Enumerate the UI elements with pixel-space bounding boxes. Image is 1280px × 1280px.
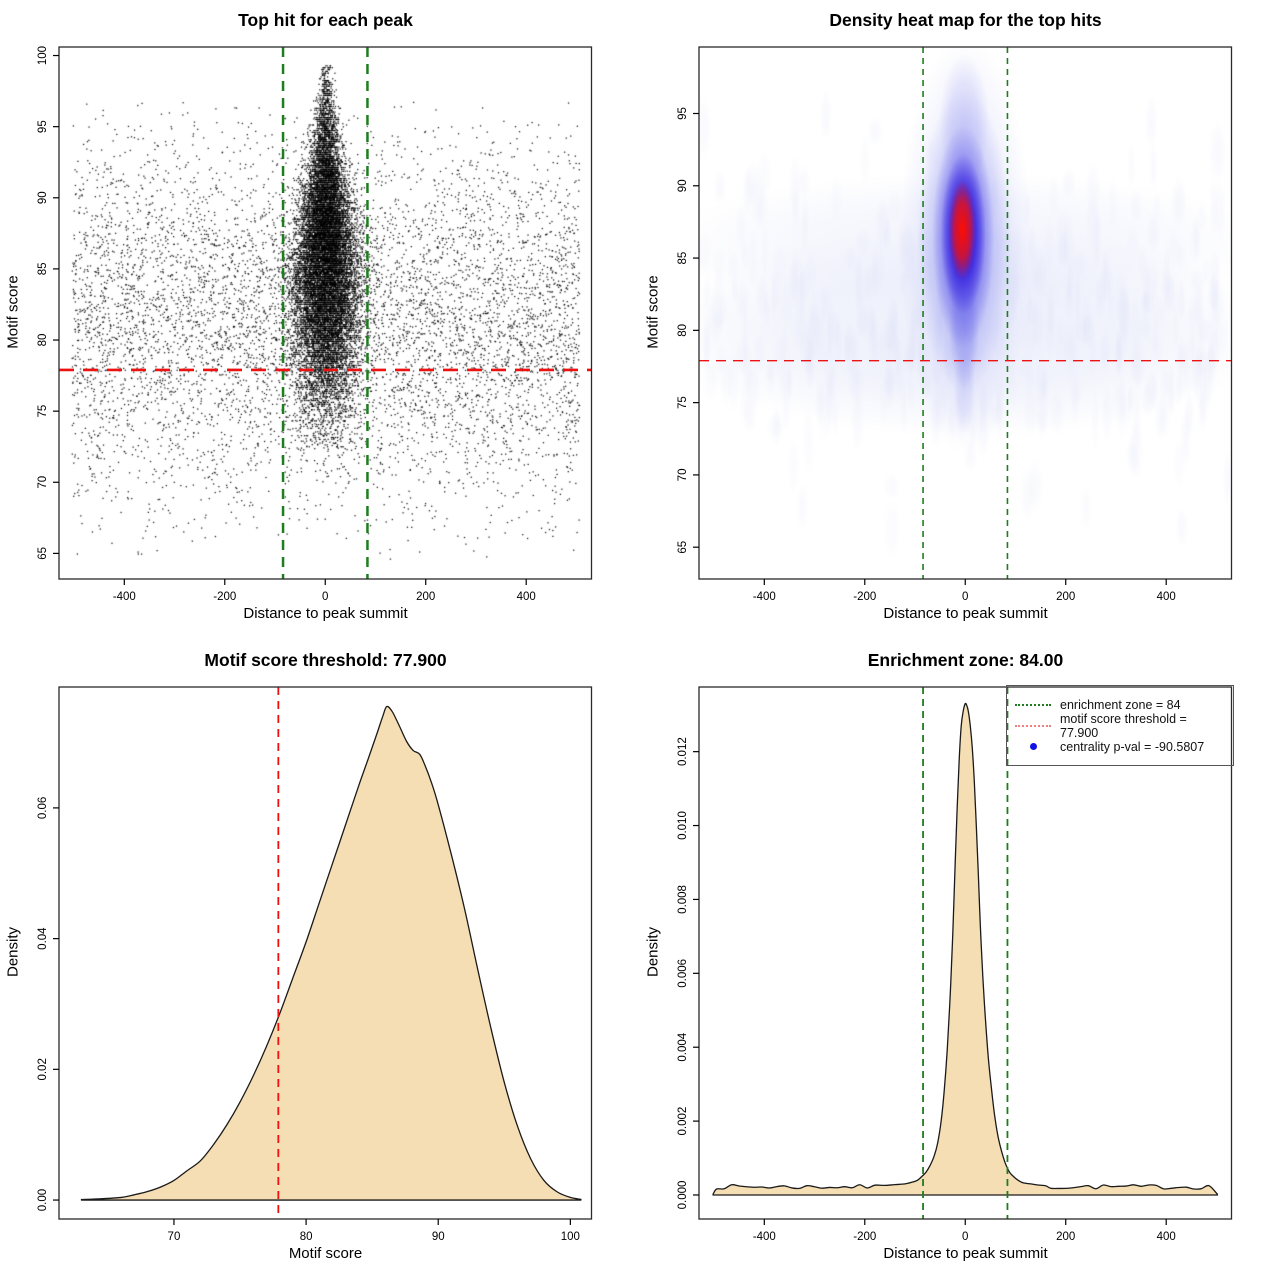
axes bbox=[58, 686, 593, 1220]
panel-title: Top hit for each peak bbox=[238, 10, 413, 30]
panel-score-density: 70 80 90 100 0.00 0.02 0.04 0.06 Motif score th… bbox=[0, 640, 640, 1280]
x-axis-ticks: -400 -200 0 200 400 bbox=[113, 579, 536, 603]
panel-title: Motif score threshold: 77.900 bbox=[204, 650, 447, 670]
svg-text:0.006: 0.006 bbox=[677, 959, 689, 988]
legend-label: motif score threshold = 77.900 bbox=[1060, 711, 1187, 740]
svg-text:75: 75 bbox=[677, 396, 689, 409]
svg-text:0.004: 0.004 bbox=[677, 1032, 689, 1061]
y-axis-ticks: 0.00 0.02 0.04 0.06 bbox=[37, 797, 59, 1211]
svg-text:0.06: 0.06 bbox=[37, 797, 49, 819]
svg-text:400: 400 bbox=[1157, 591, 1176, 603]
svg-text:70: 70 bbox=[677, 469, 689, 482]
panel-distance-density: -400 -200 0 200 400 0.000 0.002 0.004 0.006 0.008… bbox=[640, 640, 1280, 1280]
svg-text:80: 80 bbox=[37, 334, 49, 347]
x-axis-label: Distance to peak summit bbox=[883, 1245, 1048, 1262]
heatmap-canvas bbox=[640, 0, 1280, 640]
panel-title: Density heat map for the top hits bbox=[829, 10, 1102, 30]
red-dotted-line-swatch bbox=[1015, 724, 1051, 727]
y-axis-ticks: 65 70 75 80 85 90 95 bbox=[677, 107, 699, 554]
x-axis-label: Distance to peak summit bbox=[883, 605, 1048, 622]
svg-text:-200: -200 bbox=[853, 591, 876, 603]
green-dotted-line-swatch bbox=[1015, 703, 1051, 706]
legend-label: enrichment zone = 84 bbox=[1060, 697, 1181, 712]
svg-text:85: 85 bbox=[677, 252, 689, 265]
scatter-points-canvas bbox=[0, 0, 640, 640]
svg-text:0.02: 0.02 bbox=[37, 1058, 49, 1080]
svg-text:0.04: 0.04 bbox=[37, 927, 49, 950]
svg-text:0: 0 bbox=[962, 591, 968, 603]
svg-text:95: 95 bbox=[677, 107, 689, 120]
panel-title: Enrichment zone: 84.00 bbox=[867, 650, 1064, 670]
svg-text:0.010: 0.010 bbox=[677, 811, 689, 840]
svg-text:70: 70 bbox=[168, 1231, 181, 1243]
x-axis-ticks: 70 80 90 100 bbox=[168, 1219, 580, 1243]
svg-text:0.008: 0.008 bbox=[677, 885, 689, 914]
density-curve bbox=[80, 705, 582, 1201]
svg-text:85: 85 bbox=[37, 263, 49, 276]
svg-text:400: 400 bbox=[1157, 1231, 1176, 1243]
svg-text:200: 200 bbox=[416, 591, 435, 603]
svg-text:0: 0 bbox=[322, 591, 328, 603]
blue-point-swatch bbox=[1015, 743, 1051, 750]
svg-text:80: 80 bbox=[677, 324, 689, 337]
heatmap-axes-overlay: -400 -200 0 200 400 65 70 75 80 85 90 95 bbox=[677, 46, 1233, 603]
svg-text:90: 90 bbox=[432, 1231, 445, 1243]
axes bbox=[698, 46, 1233, 580]
svg-text:90: 90 bbox=[37, 191, 49, 204]
svg-text:200: 200 bbox=[1056, 1231, 1075, 1243]
density-curve bbox=[712, 702, 1219, 1196]
svg-text:0.002: 0.002 bbox=[677, 1107, 689, 1136]
score-density-plot: 70 80 90 100 0.00 0.02 0.04 0.06 bbox=[37, 686, 593, 1243]
legend: enrichment zone = 84 motif score thresho… bbox=[1006, 685, 1234, 766]
y-axis-ticks: 0.000 0.002 0.004 0.006 0.008 0.010 0.012 bbox=[677, 737, 699, 1209]
svg-text:80: 80 bbox=[300, 1231, 313, 1243]
svg-text:-400: -400 bbox=[753, 1231, 776, 1243]
y-axis-label: Density bbox=[644, 926, 662, 978]
svg-text:100: 100 bbox=[561, 1231, 580, 1243]
svg-text:65: 65 bbox=[677, 541, 689, 554]
svg-text:0.00: 0.00 bbox=[37, 1189, 49, 1211]
legend-item-centrality-pval: centrality p-val = -90.5807 bbox=[1015, 736, 1225, 757]
scatter-axes-overlay: -400 -200 0 200 400 65 70 75 80 85 90 95 100 bbox=[37, 46, 593, 603]
x-axis-label: Distance to peak summit bbox=[243, 605, 408, 622]
panel-density-heatmap: -400 -200 0 200 400 65 70 75 80 85 90 95 Density he… bbox=[640, 0, 1280, 640]
svg-text:75: 75 bbox=[37, 405, 49, 418]
svg-text:0: 0 bbox=[962, 1231, 968, 1243]
svg-text:-400: -400 bbox=[753, 591, 776, 603]
svg-text:0.012: 0.012 bbox=[677, 737, 689, 766]
y-axis-ticks: 65 70 75 80 85 90 95 100 bbox=[37, 46, 59, 560]
x-axis-ticks: -400 -200 0 200 400 bbox=[753, 1219, 1176, 1243]
svg-text:-400: -400 bbox=[113, 591, 136, 603]
svg-text:200: 200 bbox=[1056, 591, 1075, 603]
panel-top-hit-scatter: -400 -200 0 200 400 65 70 75 80 85 90 95 100 Top hit… bbox=[0, 0, 640, 640]
y-axis-label: Density bbox=[4, 926, 22, 978]
y-axis-label: Motif score bbox=[644, 275, 662, 349]
axes bbox=[58, 46, 593, 580]
distance-density-plot: -400 -200 0 200 400 0.000 0.002 0.004 0.006 0.008… bbox=[677, 686, 1233, 1243]
svg-text:-200: -200 bbox=[853, 1231, 876, 1243]
svg-text:100: 100 bbox=[37, 46, 49, 65]
y-axis-label: Motif score bbox=[4, 275, 22, 349]
svg-text:-200: -200 bbox=[213, 591, 236, 603]
x-axis-ticks: -400 -200 0 200 400 bbox=[753, 579, 1176, 603]
legend-item-score-threshold: motif score threshold = 77.900 bbox=[1015, 712, 1225, 740]
x-axis-label: Motif score bbox=[288, 1245, 363, 1262]
svg-text:65: 65 bbox=[37, 547, 49, 560]
svg-text:70: 70 bbox=[37, 476, 49, 489]
legend-item-enrichment-zone: enrichment zone = 84 bbox=[1015, 694, 1225, 715]
svg-text:0.000: 0.000 bbox=[677, 1181, 689, 1210]
svg-text:95: 95 bbox=[37, 120, 49, 133]
svg-text:90: 90 bbox=[677, 179, 689, 192]
svg-text:400: 400 bbox=[517, 591, 536, 603]
legend-label: centrality p-val = -90.5807 bbox=[1060, 739, 1205, 754]
